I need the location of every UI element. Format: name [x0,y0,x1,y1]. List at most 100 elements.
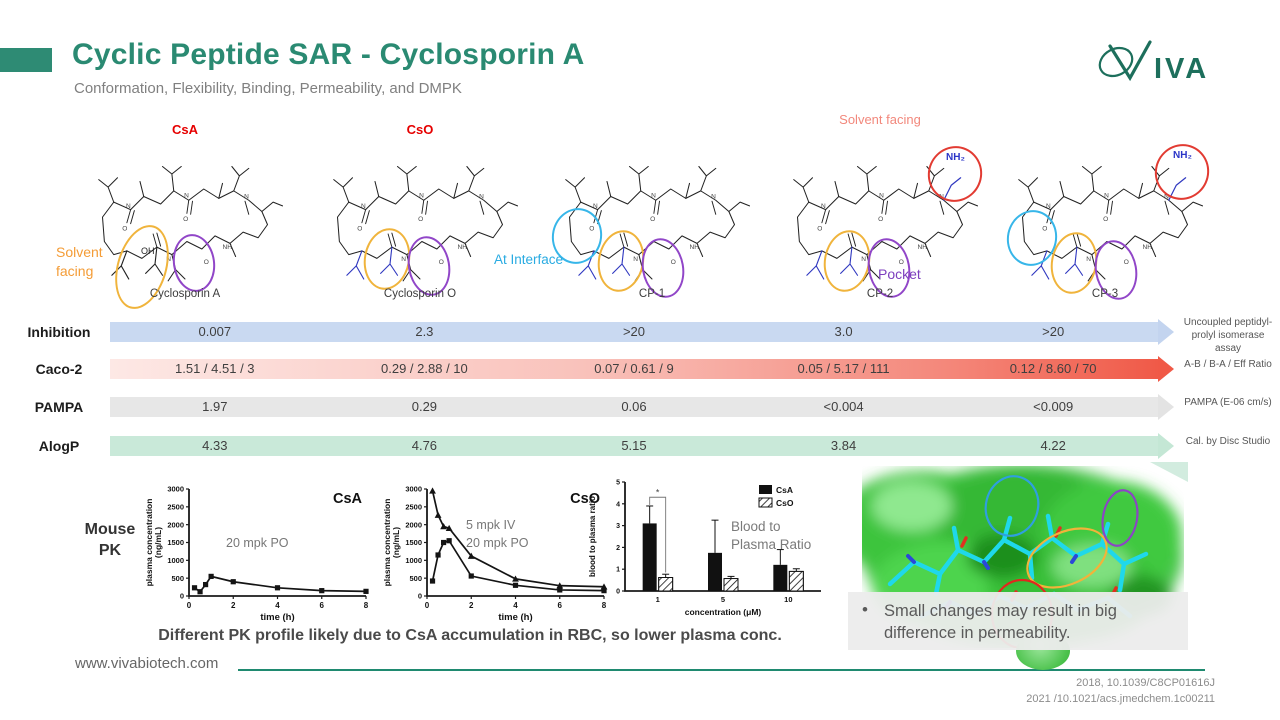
svg-text:2: 2 [616,545,620,552]
structure-cp1: CP-1 [542,128,762,310]
oh-label: OH [141,246,155,256]
svg-text:1500: 1500 [405,538,422,547]
svg-text:0: 0 [187,601,192,610]
svg-text:concentration (μM): concentration (μM) [685,607,762,617]
caco2-value: 0.12 / 8.60 / 70 [1009,361,1097,376]
structure-cp3: NH₂ CP-3 [995,128,1219,310]
inhibition-caption: Uncoupled peptidyl-prolyl isomerase assa… [1183,317,1273,354]
pampa-value: <0.004 [823,399,864,414]
svg-text:8: 8 [602,601,607,610]
svg-text:2500: 2500 [405,502,422,511]
svg-text:6: 6 [320,601,325,610]
page-title: Cyclic Peptide SAR - Cyclosporin A [72,38,585,71]
viva-logo-icon: IVA [1098,40,1209,85]
svg-text:3000: 3000 [167,485,184,494]
mouse-pk-label: Mouse PK [84,521,136,559]
caco2-caption: A-B / B-A / Eff Ratio [1184,359,1272,370]
svg-text:2: 2 [469,601,474,610]
svg-text:plasma concentration: plasma concentration [382,499,392,587]
alogp-value: 4.76 [411,438,438,453]
svg-text:500: 500 [409,574,422,583]
svg-text:10: 10 [784,595,792,604]
structure-top-label: CsO [406,122,434,137]
svg-text:1500: 1500 [167,538,184,547]
at-interface-label: At Interface [494,252,564,267]
svg-text:8: 8 [364,601,369,610]
inhibition-value: >20 [1042,324,1065,339]
pampa-arrowhead-icon [1158,394,1174,420]
svg-text:1000: 1000 [167,556,184,565]
footer-divider [238,669,1205,671]
svg-text:time (h): time (h) [260,612,294,623]
svg-text:2: 2 [231,601,236,610]
svg-text:CsA: CsA [776,485,793,495]
row-label-pampa: PAMPA [34,399,84,415]
svg-text:*: * [656,487,660,497]
website-link[interactable]: www.vivabiotech.com [75,655,219,672]
svg-text:4: 4 [275,601,280,610]
row-label-alogp: AlogP [38,438,80,454]
references: 2018, 10.1039/C8CP01616J 2021 /10.1021/a… [900,676,1215,708]
svg-text:4: 4 [616,501,620,508]
caco2-value: 1.51 / 4.51 / 3 [175,361,255,376]
structure-cyclosporin-o: CsO Cyclosporin O [310,122,530,310]
pampa-value: 0.06 [621,399,647,414]
blood-plasma-bar-chart: 0 1 2 3 4 5 1 5 10 concentration (μM) blood to pla… [585,477,825,624]
svg-text:(ng/mL): (ng/mL) [153,527,163,558]
pampa-value: <0.009 [1033,399,1074,414]
highlight-text: Small changes may result in big differen… [883,602,1117,643]
logo-text: IVA [1154,53,1209,85]
structure-cp2: Solvent facing NH₂ CP-2 [770,112,992,310]
svg-text:CsO: CsO [570,491,600,507]
viva-logo: IVA [1092,30,1232,88]
reference-2: 2021 /10.1021/acs.jmedchem.1c00211 [1026,692,1215,705]
svg-text:6: 6 [558,601,563,610]
alogp-value: 4.33 [202,438,228,453]
pk-chart-csa: 0 500 1000 1500 2000 2500 3000 0 2 4 6 8 time (h) pla… [142,483,374,628]
alogp-bar: 4.33 4.76 5.15 3.84 4.22 [110,436,1158,456]
alogp-value: 3.84 [830,438,857,453]
svg-text:3000: 3000 [405,485,422,494]
structure-caption: CP-3 [1091,288,1119,300]
svg-text:5: 5 [616,480,620,487]
structure-caption: Cyclosporin O [383,288,457,300]
svg-text:0: 0 [418,592,422,601]
inhibition-value: 2.3 [415,324,434,339]
svg-text:2000: 2000 [167,520,184,529]
structure-caption: CP-1 [638,288,666,300]
svg-text:20 mpk PO: 20 mpk PO [226,536,289,550]
pk-footnote: Different PK profile likely due to CsA a… [158,627,782,644]
svg-text:4: 4 [513,601,518,610]
alogp-arrowhead-icon [1158,433,1174,459]
pampa-bar: 1.97 0.29 0.06 <0.004 <0.009 [110,397,1158,417]
svg-text:2500: 2500 [167,502,184,511]
bullet-icon: • [862,600,868,619]
caco2-value: 0.07 / 0.61 / 9 [594,361,674,376]
svg-text:5 mpk IV: 5 mpk IV [466,518,516,532]
pampa-value: 0.29 [411,399,438,414]
svg-text:0: 0 [180,592,184,601]
inhibition-value: 3.0 [834,324,853,339]
svg-text:CsA: CsA [333,491,363,507]
structure-top-label: Solvent facing [839,112,921,127]
svg-text:5: 5 [721,595,725,604]
svg-text:plasma concentration: plasma concentration [144,499,154,587]
caco2-value: 0.05 / 5.17 / 111 [797,361,890,376]
row-label-inhibition: Inhibition [27,324,91,340]
highlight-box: • Small changes may result in big differ… [848,592,1188,650]
svg-text:20 mpk PO: 20 mpk PO [466,536,529,550]
row-label-caco2: Caco-2 [35,361,83,377]
reference-1: 2018, 10.1039/C8CP01616J [1076,677,1215,689]
inhibition-value: >20 [622,324,646,339]
svg-text:time (h): time (h) [498,612,532,623]
alogp-caption: Cal. by Disc Studio [1185,436,1271,447]
svg-text:2000: 2000 [405,520,422,529]
page-subtitle: Conformation, Flexibility, Binding, Perm… [74,80,462,97]
alogp-value: 4.22 [1040,438,1066,453]
svg-text:1: 1 [656,595,660,604]
svg-text:CsO: CsO [776,498,794,508]
nh2-label: NH₂ [1173,150,1192,161]
pampa-caption: PAMPA (E-06 cm/s) [1184,397,1272,408]
structure-caption: Cyclosporin A [149,288,221,300]
